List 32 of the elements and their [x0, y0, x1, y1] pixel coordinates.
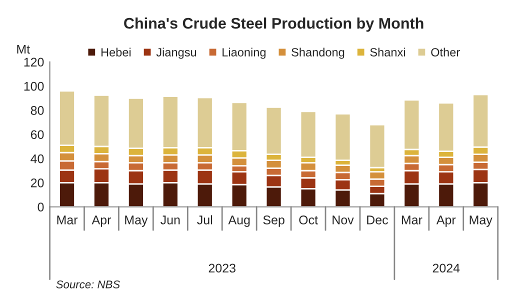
x-tick-label: Jul: [197, 215, 212, 224]
x-tick-label: Mar: [402, 216, 422, 224]
y-tick-label: 20: [30, 178, 44, 188]
x-tick-label: Apr: [436, 216, 456, 227]
y-tick-label: 120: [24, 58, 44, 67]
x-tick-label: Oct: [299, 216, 318, 224]
x-tick-label: Dec: [367, 216, 388, 224]
x-tick-label: Nov: [332, 216, 354, 224]
legend-label: Jiangsu: [156, 48, 196, 59]
legend-label: Other: [431, 48, 460, 56]
x-tick-label: May: [470, 216, 492, 227]
y-tick-label: 60: [30, 130, 44, 140]
y-tick-label: 0: [38, 202, 44, 212]
x-tick-label: Mar: [57, 216, 78, 224]
x-tick-label: Apr: [92, 216, 111, 227]
y-tick-label: 80: [30, 106, 44, 115]
legend-label: Shanxi: [370, 48, 405, 56]
y-tick-label: 100: [24, 82, 44, 91]
legend-label: Hebei: [101, 48, 131, 56]
x-tick-label: Sep: [263, 216, 284, 227]
text: 2023: [208, 264, 236, 273]
x-tick-label: Jun: [160, 216, 180, 224]
text: 2024: [432, 264, 460, 273]
y-tick-label: 40: [30, 154, 44, 164]
legend-label: Liaoning: [222, 48, 266, 59]
bar: [368, 124, 386, 168]
x-tick-label: May: [125, 216, 148, 227]
y-axis-title: Mt: [17, 44, 30, 54]
chart-title: China's Crude Steel Production by Month: [124, 18, 424, 32]
source-note: Source: NBS: [56, 280, 120, 288]
legend-label: Shandong: [292, 48, 344, 59]
x-tick-label: Aug: [228, 216, 250, 227]
